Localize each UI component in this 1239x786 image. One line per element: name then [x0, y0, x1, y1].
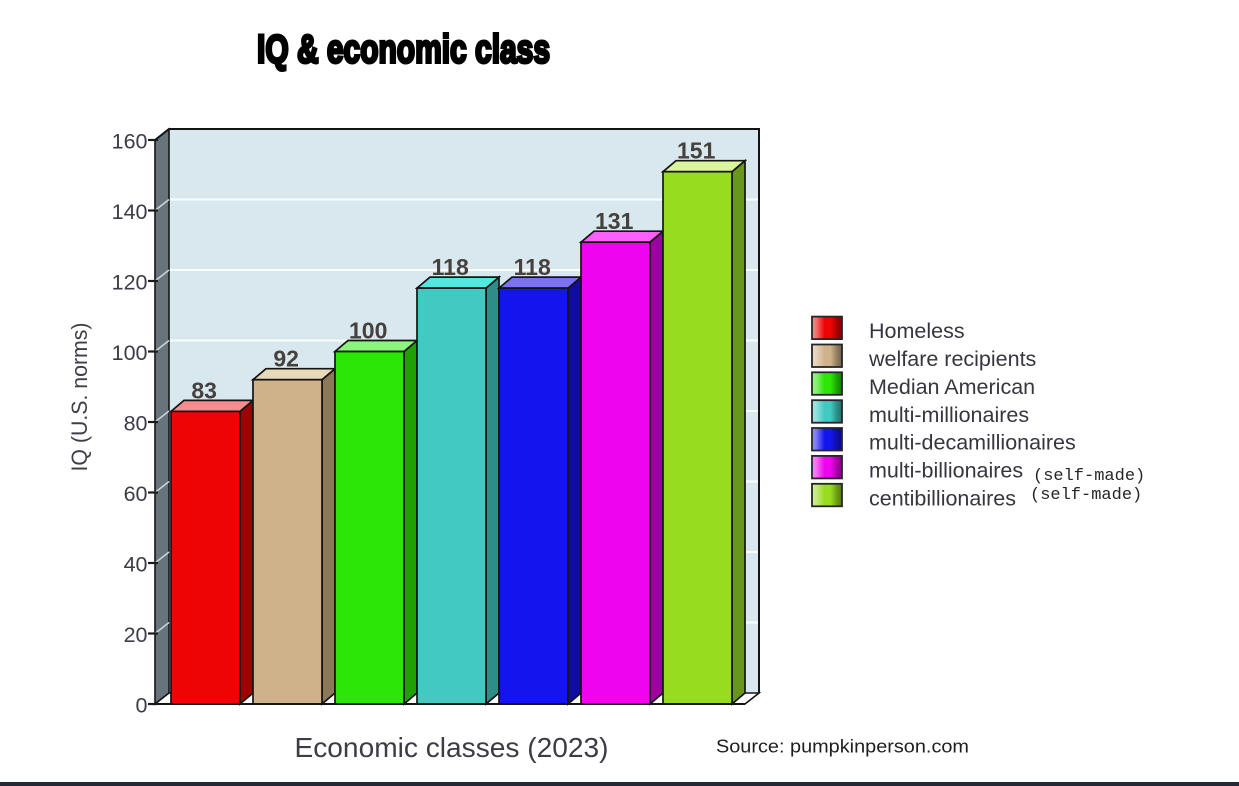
svg-text:20: 20: [124, 623, 148, 647]
svg-text:151: 151: [677, 138, 716, 164]
svg-text:100: 100: [112, 341, 148, 365]
svg-text:IQ (U.S. norms): IQ (U.S. norms): [67, 323, 92, 472]
svg-text:multi-decamillionaires: multi-decamillionaires: [869, 431, 1076, 455]
svg-text:140: 140: [112, 200, 148, 224]
svg-text:40: 40: [124, 553, 148, 577]
svg-text:Source: pumpkinperson.com: Source: pumpkinperson.com: [716, 737, 969, 757]
svg-text:centibillionaires: centibillionaires: [869, 486, 1016, 510]
svg-text:Economic classes (2023): Economic classes (2023): [295, 732, 609, 763]
svg-text:Homeless: Homeless: [869, 319, 965, 343]
svg-text:welfare recipients: welfare recipients: [868, 347, 1036, 371]
svg-text:multi-billionaires: multi-billionaires: [869, 459, 1023, 483]
svg-text:118: 118: [514, 254, 551, 280]
svg-text:IQ & economic class: IQ & economic class: [257, 28, 550, 72]
svg-text:92: 92: [273, 346, 299, 372]
svg-text:Median American: Median American: [869, 375, 1035, 399]
svg-text:131: 131: [595, 208, 634, 234]
svg-text:83: 83: [191, 377, 217, 403]
svg-text:0: 0: [136, 694, 148, 718]
svg-text:multi-millionaires: multi-millionaires: [869, 403, 1029, 427]
svg-text:160: 160: [112, 130, 148, 154]
svg-text:120: 120: [112, 271, 148, 295]
svg-text:100: 100: [349, 318, 387, 344]
svg-text:(self-made): (self-made): [1030, 486, 1142, 505]
svg-text:118: 118: [432, 254, 469, 280]
svg-text:80: 80: [124, 412, 148, 436]
svg-text:60: 60: [124, 482, 148, 506]
svg-text:(self-made): (self-made): [1033, 467, 1145, 486]
